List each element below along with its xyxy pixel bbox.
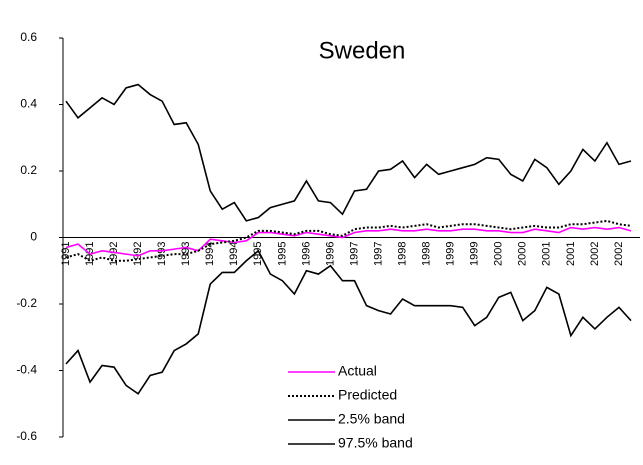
legend-label: Predicted — [338, 387, 397, 403]
x-tick-label: 2000 — [493, 242, 505, 266]
series-line — [65, 219, 632, 262]
x-tick-label: 2002 — [589, 242, 601, 266]
y-tick-label: -0.4 — [16, 363, 37, 377]
y-tick-label: -0.6 — [16, 429, 37, 443]
x-tick-label: 1992 — [108, 242, 120, 266]
legend-label: 97.5% band — [338, 435, 413, 451]
x-tick-label: 1998 — [396, 242, 408, 266]
x-tick-label: 1994 — [228, 242, 240, 266]
series-line — [65, 83, 632, 222]
x-tick-label: 2001 — [541, 242, 553, 266]
legend-label: Actual — [338, 363, 377, 379]
series-line — [65, 249, 632, 395]
x-tick-label: 1993 — [156, 242, 168, 266]
x-tick-label: 1995 — [276, 242, 288, 266]
x-tick-label: 2002 — [613, 242, 625, 266]
x-tick-label: 1996 — [300, 242, 312, 266]
x-tick-label: 1993 — [180, 242, 192, 266]
x-tick-label: 1996 — [324, 242, 336, 266]
x-tick-label: 1991 — [60, 242, 72, 266]
x-tick-label: 1999 — [445, 242, 457, 266]
x-tick-label: 2001 — [565, 242, 577, 266]
x-tick-label: 2000 — [517, 242, 529, 266]
legend-label: 2.5% band — [338, 411, 405, 427]
y-tick-label: -0.2 — [16, 296, 37, 310]
y-tick-label: 0 — [30, 230, 37, 244]
y-tick-label: 0.4 — [20, 97, 37, 111]
series-line — [65, 226, 632, 257]
x-tick-label: 1994 — [204, 242, 216, 266]
y-tick-label: 0.2 — [20, 163, 37, 177]
x-tick-label: 1997 — [372, 242, 384, 266]
x-tick-label: 1999 — [469, 242, 481, 266]
x-tick-label: 1998 — [421, 242, 433, 266]
x-tick-label: 1997 — [348, 242, 360, 266]
chart-title: Sweden — [319, 37, 406, 64]
x-tick-label: 1995 — [252, 242, 264, 266]
y-tick-label: 0.6 — [20, 30, 37, 44]
